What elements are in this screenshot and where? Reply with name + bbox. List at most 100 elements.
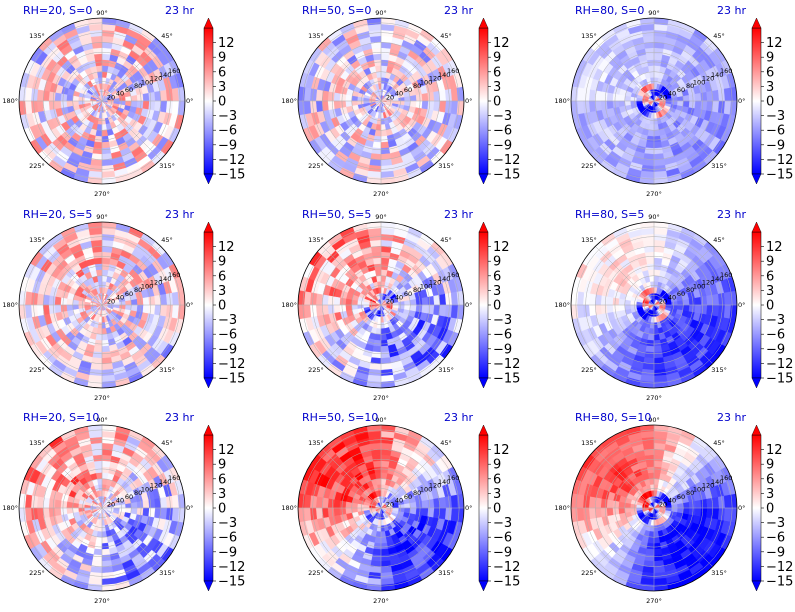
heat-cell	[148, 295, 156, 306]
angle-tick-label: 45°	[161, 32, 173, 40]
heat-cell	[94, 542, 103, 550]
heat-cell	[694, 304, 702, 314]
colorbar-tick-label: −9	[766, 138, 785, 153]
colorbar-tick-label: −9	[493, 138, 512, 153]
heat-cell	[372, 460, 382, 468]
radial-tick-label: 120	[429, 75, 441, 83]
heat-cell	[645, 548, 655, 556]
heat-cell	[136, 507, 144, 516]
heat-cell	[92, 251, 103, 259]
colorbar-tick-label: −3	[218, 516, 237, 531]
angle-tick-label: 270°	[646, 394, 662, 402]
heat-cell	[427, 100, 435, 111]
heat-cell	[380, 269, 388, 277]
heat-cell	[694, 92, 702, 102]
colorbar-extend-max	[478, 424, 489, 436]
panel-title: RH=80, S=0	[575, 4, 644, 17]
radial-tick-label: 40	[668, 294, 676, 302]
heat-cell	[101, 257, 111, 265]
colorbar-tick-label: 3	[218, 284, 226, 299]
heat-cell	[653, 351, 664, 359]
heat-cell	[136, 93, 144, 102]
heat-cell	[606, 507, 614, 517]
colorbar-tick-label: −15	[493, 575, 520, 590]
radial-tick-label: 120	[150, 75, 162, 83]
angle-tick-label: 90°	[375, 213, 387, 221]
colorbar-tick-label: −3	[218, 313, 237, 328]
colorbar-tick-label: 9	[766, 51, 774, 66]
heat-cell	[333, 499, 341, 509]
heat-cell	[54, 100, 62, 110]
panel-title: RH=50, S=10	[302, 411, 378, 424]
angle-tick-label: 0°	[738, 97, 745, 105]
heat-cell	[339, 100, 347, 109]
colorbar-extend-max	[203, 424, 214, 436]
panel-5: 20 40 60 801001201401600°45°90°135°180°225°…	[281, 208, 520, 402]
heat-cell	[101, 472, 109, 480]
radial-tick-label: 160	[720, 271, 732, 279]
panel-time-label: 23 hr	[444, 208, 473, 221]
angle-tick-label: 225°	[581, 366, 597, 374]
colorbar-tick-label: 0	[493, 95, 501, 110]
heat-cell	[700, 100, 708, 111]
heat-cell	[380, 478, 387, 485]
colorbar-extend-min	[478, 377, 489, 389]
colorbar-tick-label: −15	[218, 575, 245, 590]
colorbar-tick-label: −6	[493, 531, 512, 546]
heat-cell	[333, 92, 341, 102]
heat-cell	[93, 53, 103, 61]
heat-cell	[54, 499, 62, 509]
radial-tick-label: 40	[395, 294, 403, 302]
colorbar-tick-label: 9	[218, 458, 226, 473]
colorbar-tick-label: −15	[493, 372, 520, 387]
radial-tick-label: 60	[677, 86, 685, 94]
heat-cell	[380, 263, 389, 271]
angle-tick-label: 270°	[373, 394, 389, 402]
heat-cell	[327, 295, 335, 306]
angle-tick-label: 0°	[465, 97, 472, 105]
angular-grid-line	[43, 100, 103, 160]
heat-cell	[339, 507, 347, 516]
radial-tick-label: 140	[711, 71, 723, 79]
heat-cell	[372, 257, 382, 265]
heat-cell	[19, 86, 27, 102]
heat-cell	[612, 304, 620, 313]
angle-tick-label: 225°	[29, 569, 45, 577]
radial-tick-label: 80	[134, 82, 142, 90]
heat-cell	[688, 500, 696, 509]
heat-cell	[54, 304, 62, 314]
heat-cell	[380, 18, 396, 26]
heat-cell	[125, 100, 132, 107]
heat-cell	[700, 295, 708, 306]
heat-cell	[427, 498, 435, 509]
angle-tick-label: 225°	[308, 569, 324, 577]
heat-cell	[421, 507, 429, 517]
angle-tick-label: 45°	[161, 439, 173, 447]
heat-cell	[653, 65, 661, 73]
heat-cell	[48, 295, 56, 306]
angle-tick-label: 90°	[96, 9, 108, 17]
heat-cell	[653, 257, 663, 265]
heat-cell	[374, 333, 382, 341]
heat-cell	[92, 454, 103, 462]
heat-cell	[427, 91, 435, 102]
heat-cell	[142, 296, 150, 306]
heat-cell	[371, 554, 382, 562]
angle-tick-label: 135°	[581, 32, 597, 40]
heat-cell	[48, 91, 56, 102]
radial-tick-label: 40	[395, 90, 403, 98]
heat-cell	[647, 129, 655, 137]
radial-tick-label: 20	[107, 93, 115, 101]
polar-frame	[297, 17, 465, 185]
heat-cell	[646, 263, 655, 271]
heat-cell	[101, 263, 110, 271]
heat-cell	[653, 71, 660, 78]
heat-cell	[371, 351, 382, 359]
heat-cell	[142, 499, 150, 509]
radial-tick-label: 20	[386, 297, 394, 305]
heat-cell	[60, 297, 68, 306]
colorbar-tick-label: −6	[493, 124, 512, 139]
colorbar-extend-min	[203, 580, 214, 592]
